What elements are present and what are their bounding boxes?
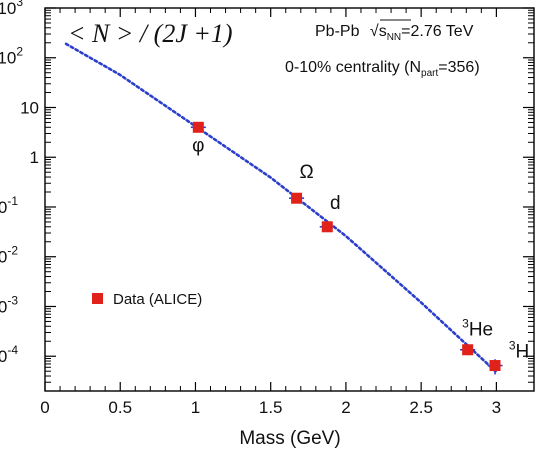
particle-label: 3He xyxy=(462,317,493,341)
y-tick-label: 102 xyxy=(0,45,23,68)
particle-label: Ω xyxy=(299,162,313,183)
y-tick-label: 10-3 xyxy=(0,293,18,316)
x-tick-label: 2 xyxy=(341,398,350,417)
y-tick-label: 10-1 xyxy=(0,194,18,217)
data-point: d xyxy=(319,193,341,233)
tick-layer: 00.511.522.5310310210110-110-210-310-4 xyxy=(0,0,534,417)
particle-label: d xyxy=(330,193,341,214)
x-tick-label: 1 xyxy=(191,398,200,417)
x-tick-label: 0.5 xyxy=(108,398,132,417)
data-marker xyxy=(291,192,303,204)
data-point: 3He xyxy=(460,317,493,356)
data-points-layer: φ Ωd 3He 3H xyxy=(190,121,529,375)
data-point: Ω xyxy=(289,162,314,204)
y-axis-title-text: < N > / (2J +1) xyxy=(68,19,233,48)
x-tick-label: 3 xyxy=(492,398,501,417)
y-tick-label: 10-2 xyxy=(0,244,18,267)
particle-label: φ xyxy=(192,135,204,156)
centrality-annotation: 0-10% centrality (Npart=356) xyxy=(285,59,480,79)
x-tick-label: 2.5 xyxy=(409,398,433,417)
y-axis-title: < N > / (2J +1) xyxy=(68,19,233,48)
data-marker xyxy=(462,344,474,356)
x-axis-title: Mass (GeV) xyxy=(239,428,340,449)
legend-label: Data (ALICE) xyxy=(113,291,202,308)
particle-label: 3H xyxy=(509,339,529,363)
data-marker xyxy=(192,121,204,133)
fit-curve-layer xyxy=(64,42,498,374)
y-tick-label: 103 xyxy=(0,0,23,18)
data-marker xyxy=(321,221,333,233)
legend-marker xyxy=(92,293,103,304)
data-marker xyxy=(489,360,501,372)
y-tick-label: 10-4 xyxy=(0,343,18,366)
x-tick-label: 0 xyxy=(40,398,49,417)
legend: Data (ALICE) xyxy=(92,291,202,308)
x-tick-label: 1.5 xyxy=(259,398,283,417)
data-point: 3H xyxy=(487,339,529,375)
y-tick-label: 10 xyxy=(20,98,39,117)
energy-annotation: Pb-Pb √sNN=2.76 TeV xyxy=(315,23,474,43)
plot-frame xyxy=(44,7,535,392)
y-tick-label: 1 xyxy=(30,148,39,167)
data-point: φ xyxy=(190,121,206,156)
fit-curve xyxy=(64,42,498,374)
